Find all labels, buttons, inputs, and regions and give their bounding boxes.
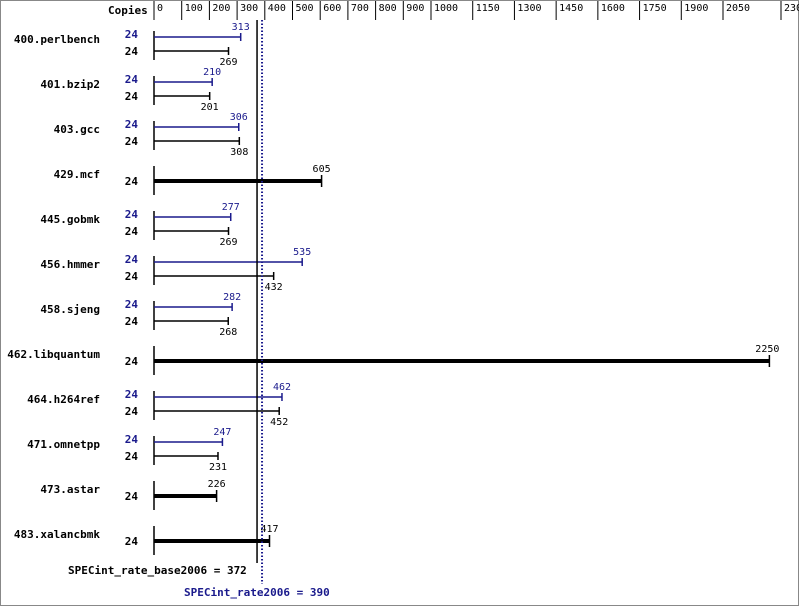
benchmark-name: 429.mcf — [54, 168, 100, 181]
benchmark-row: 429.mcf 24 605 — [54, 164, 331, 195]
x-tick-label: 100 — [185, 3, 203, 14]
benchmark-name: 403.gcc — [54, 123, 100, 136]
base-value-label: 605 — [313, 164, 331, 175]
x-tick-label: 1450 — [559, 3, 583, 14]
base-copies: 24 — [125, 405, 139, 418]
benchmark-row: 483.xalancbmk 24 417 — [14, 524, 279, 555]
base-copies: 24 — [125, 175, 139, 188]
x-tick-label: 1000 — [434, 3, 458, 14]
peak-copies: 24 — [125, 28, 139, 41]
peak-copies: 24 — [125, 433, 139, 446]
x-tick-label: 400 — [268, 3, 286, 14]
base-value-label: 201 — [201, 102, 219, 113]
base-copies: 24 — [125, 90, 139, 103]
x-tick-label: 2050 — [726, 3, 750, 14]
benchmark-row: 400.perlbench 24 313 24 269 — [14, 22, 250, 68]
x-tick-label: 300 — [240, 3, 258, 14]
peak-value-label: 282 — [223, 292, 241, 303]
base-value-label: 2250 — [755, 344, 779, 355]
benchmark-row: 456.hmmer 24 535 24 432 — [40, 247, 311, 293]
peak-copies: 24 — [125, 253, 139, 266]
x-axis: 0 100 200 300 400 500 600 700 800 900 1000 1150 1300… — [153, 1, 799, 20]
copies-header: Copies — [108, 4, 148, 17]
base-value-label: 308 — [230, 147, 248, 158]
base-copies: 24 — [125, 135, 139, 148]
x-tick-label: 900 — [406, 3, 424, 14]
base-copies: 24 — [125, 45, 139, 58]
x-tick-label: 600 — [323, 3, 341, 14]
base-value-label: 432 — [265, 282, 283, 293]
summary-base-label: SPECint_rate_base2006 = 372 — [68, 564, 247, 577]
reference-lines — [256, 20, 264, 584]
x-tick-label: 1300 — [517, 3, 541, 14]
benchmark-name: 456.hmmer — [40, 258, 100, 271]
benchmark-row: 403.gcc 24 306 24 308 — [54, 112, 249, 158]
base-copies: 24 — [125, 270, 139, 283]
x-tick-label: 1750 — [643, 3, 667, 14]
benchmark-name: 471.omnetpp — [27, 438, 100, 451]
benchmark-row: 401.bzip2 24 210 24 201 — [40, 67, 221, 113]
peak-value-label: 535 — [293, 247, 311, 258]
benchmark-name: 462.libquantum — [7, 348, 100, 361]
base-value-label: 268 — [219, 327, 237, 338]
base-value-label: 452 — [270, 417, 288, 428]
base-copies: 24 — [125, 490, 139, 503]
benchmark-name: 458.sjeng — [40, 303, 100, 316]
base-copies: 24 — [125, 315, 139, 328]
peak-value-label: 247 — [213, 427, 231, 438]
summary-peak-label: SPECint_rate2006 = 390 — [184, 586, 330, 599]
benchmark-name: 483.xalancbmk — [14, 528, 100, 541]
benchmark-row: 473.astar 24 226 — [40, 479, 226, 510]
base-value-label: 231 — [209, 462, 227, 473]
benchmark-name: 473.astar — [40, 483, 100, 496]
peak-copies: 24 — [125, 388, 139, 401]
peak-copies: 24 — [125, 298, 139, 311]
x-tick-label: 2300 — [784, 3, 799, 14]
x-tick-label: 800 — [379, 3, 397, 14]
x-tick-label: 200 — [212, 3, 230, 14]
peak-copies: 24 — [125, 73, 139, 86]
base-value-label: 417 — [260, 524, 278, 535]
peak-value-label: 306 — [230, 112, 248, 123]
benchmark-name: 400.perlbench — [14, 33, 100, 46]
x-tick-label: 1150 — [476, 3, 500, 14]
benchmark-row: 471.omnetpp 24 247 24 231 — [27, 427, 231, 473]
base-copies: 24 — [125, 225, 139, 238]
base-copies: 24 — [125, 535, 139, 548]
benchmark-name: 445.gobmk — [40, 213, 100, 226]
base-value-label: 226 — [208, 479, 226, 490]
benchmark-row: 458.sjeng 24 282 24 268 — [40, 292, 241, 338]
x-tick-label: 1600 — [601, 3, 625, 14]
base-copies: 24 — [125, 355, 139, 368]
benchmark-name: 401.bzip2 — [40, 78, 100, 91]
peak-copies: 24 — [125, 118, 139, 131]
peak-value-label: 462 — [273, 382, 291, 393]
peak-value-label: 313 — [232, 22, 250, 33]
benchmark-name: 464.h264ref — [27, 393, 100, 406]
x-tick-label: 0 — [157, 3, 163, 14]
peak-value-label: 277 — [222, 202, 240, 213]
peak-value-label: 210 — [203, 67, 221, 78]
x-tick-label: 700 — [351, 3, 369, 14]
base-value-label: 269 — [219, 57, 237, 68]
peak-copies: 24 — [125, 208, 139, 221]
benchmark-row: 464.h264ref 24 462 24 452 — [27, 382, 291, 428]
x-tick-label: 500 — [296, 3, 314, 14]
base-copies: 24 — [125, 450, 139, 463]
x-tick-label: 1900 — [684, 3, 708, 14]
base-value-label: 269 — [219, 237, 237, 248]
benchmark-row: 445.gobmk 24 277 24 269 — [40, 202, 239, 248]
